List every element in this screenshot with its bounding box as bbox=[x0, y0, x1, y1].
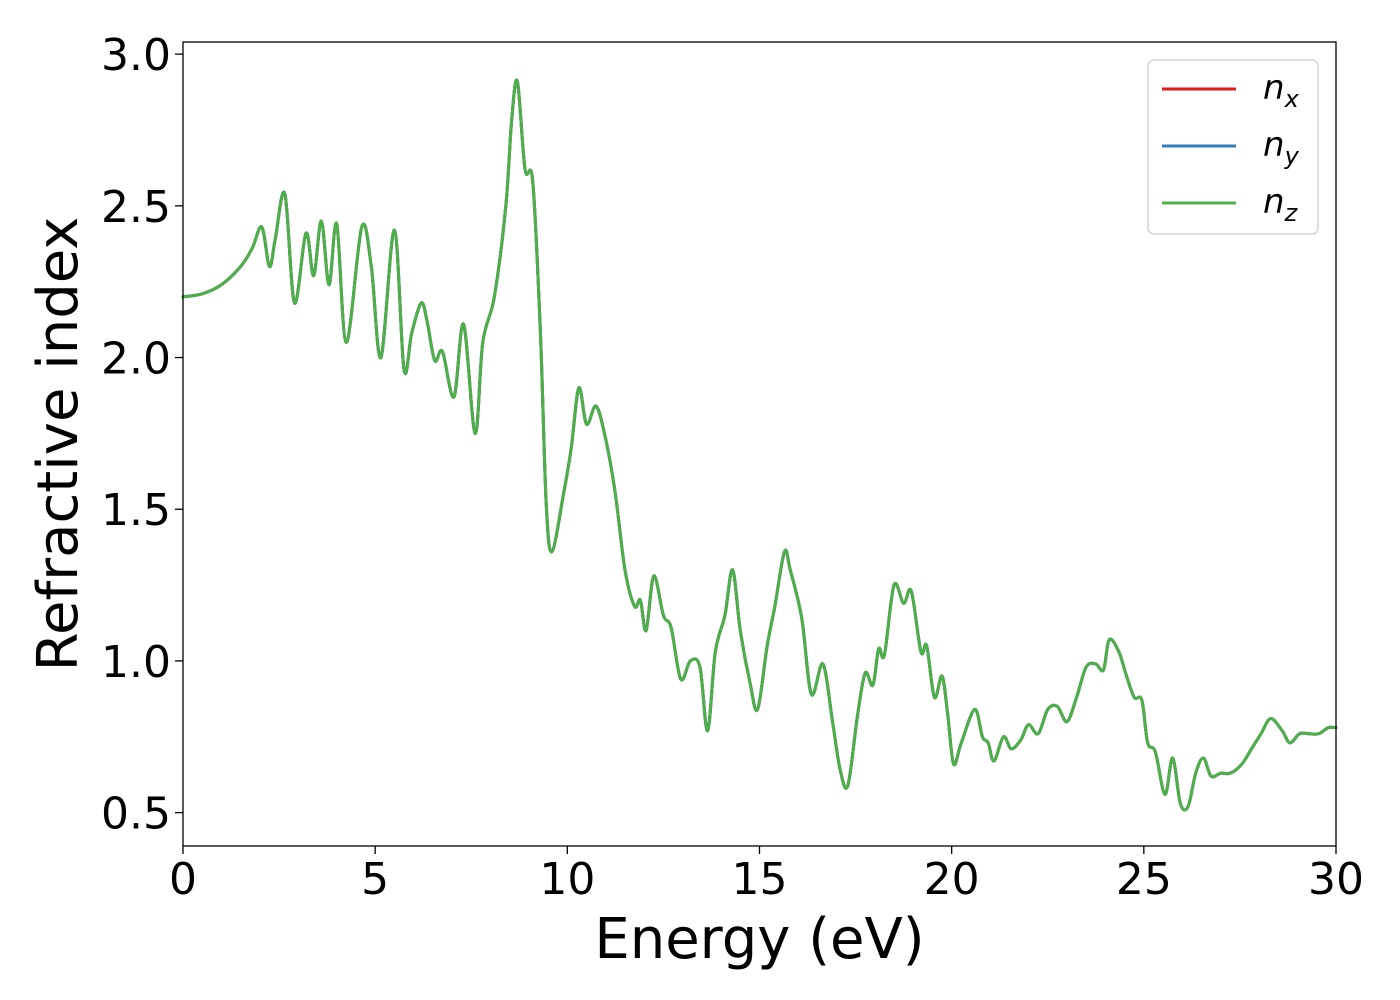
x-axis-label: Energy (eV) bbox=[594, 907, 924, 972]
series-line-n_z bbox=[181, 78, 1338, 812]
legend-label-n_y: ny bbox=[1263, 125, 1300, 170]
y-tick-label: 1.0 bbox=[101, 637, 171, 688]
x-tick-label: 0 bbox=[169, 854, 197, 905]
y-axis-ticks: 0.5 1.0 1.5 2.0 2.5 3.0 bbox=[101, 30, 183, 840]
x-tick-label: 30 bbox=[1308, 854, 1364, 905]
y-tick-label: 0.5 bbox=[101, 789, 171, 840]
x-tick-label: 25 bbox=[1116, 854, 1172, 905]
y-axis-label: Refractive index bbox=[26, 217, 91, 672]
x-tick-label: 10 bbox=[539, 854, 595, 905]
series-layer bbox=[181, 78, 1338, 812]
y-tick-label: 2.0 bbox=[101, 334, 171, 385]
x-tick-label: 15 bbox=[732, 854, 788, 905]
y-tick-label: 3.0 bbox=[101, 30, 171, 81]
legend: nx ny nz bbox=[1147, 59, 1319, 235]
legend-label-n_z: nz bbox=[1263, 182, 1299, 227]
x-axis-ticks: 0 5 10 15 20 25 30 bbox=[169, 846, 1364, 905]
x-tick-label: 20 bbox=[924, 854, 980, 905]
legend-label-n_x: nx bbox=[1263, 68, 1300, 113]
y-tick-label: 2.5 bbox=[101, 182, 171, 233]
y-tick-label: 1.5 bbox=[101, 485, 171, 536]
x-tick-label: 5 bbox=[361, 854, 389, 905]
